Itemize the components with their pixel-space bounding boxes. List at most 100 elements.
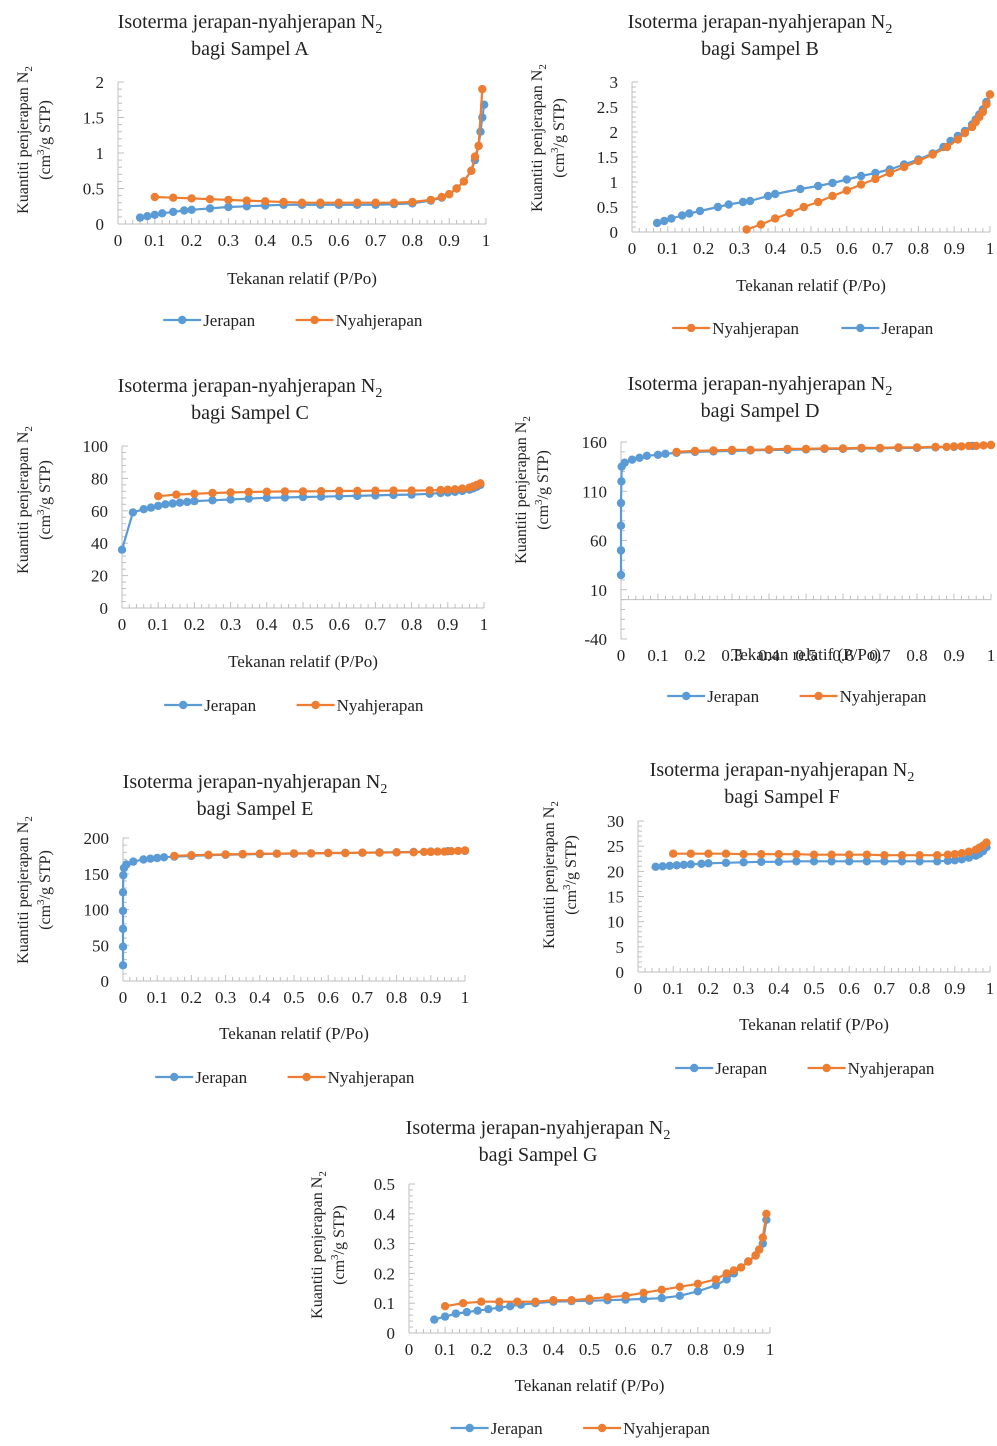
data-point-jerapan xyxy=(190,496,199,506)
data-point-jerapan xyxy=(757,857,766,866)
data-point-nyahjerapan xyxy=(450,485,460,494)
chart-title: Isoterma jerapan-nyahjerapan N2 xyxy=(650,759,915,785)
data-point-nyahjerapan xyxy=(801,444,811,454)
data-point-jerapan xyxy=(943,856,952,865)
data-point-nyahjerapan xyxy=(704,849,713,858)
data-point-nyahjerapan xyxy=(942,442,951,452)
series-nyahjerapan xyxy=(440,1209,771,1311)
data-point-jerapan xyxy=(667,214,676,223)
data-point-nyahjerapan xyxy=(443,485,452,494)
x-tick-label: 0.3 xyxy=(220,615,241,634)
data-point-nyahjerapan xyxy=(957,442,966,451)
x-tick-label: 0.5 xyxy=(291,231,312,250)
series-jerapan xyxy=(430,1215,771,1324)
x-tick-label: 0.3 xyxy=(507,1340,528,1359)
x-tick-label: 0.8 xyxy=(906,646,927,665)
x-tick-label: 0.2 xyxy=(693,239,714,258)
data-point-nyahjerapan xyxy=(316,487,326,496)
data-point-jerapan xyxy=(651,862,660,871)
data-point-nyahjerapan xyxy=(827,850,836,859)
data-point-nyahjerapan xyxy=(426,847,435,857)
data-point-nyahjerapan xyxy=(820,444,829,453)
data-point-nyahjerapan xyxy=(960,128,970,138)
data-point-nyahjerapan xyxy=(150,192,159,202)
x-tick-label: 0.7 xyxy=(872,239,894,258)
data-point-nyahjerapan xyxy=(172,490,181,499)
y-axis-label-line2: (cm3/g STP) xyxy=(533,450,552,530)
data-point-jerapan xyxy=(244,494,253,503)
data-point-nyahjerapan xyxy=(585,1294,594,1303)
legend-marker-jerapan xyxy=(856,323,865,333)
data-point-jerapan xyxy=(695,206,705,216)
x-axis-label: Tekanan relatif (P/Po) xyxy=(227,269,377,288)
data-point-nyahjerapan xyxy=(709,446,718,455)
legend-marker-nyahjerapan xyxy=(822,1063,831,1073)
data-point-jerapan xyxy=(721,858,731,867)
data-point-nyahjerapan xyxy=(950,850,959,859)
data-point-jerapan xyxy=(745,196,755,206)
chart-subtitle: bagi Sampel A xyxy=(191,38,309,60)
y-tick-label: 10 xyxy=(607,913,624,932)
data-point-jerapan xyxy=(616,546,626,555)
y-tick-label: 15 xyxy=(607,888,624,907)
data-point-jerapan xyxy=(686,860,695,869)
y-axis-label: Kuantiti penjerapan N2(cm3/g STP) xyxy=(15,816,54,964)
data-point-jerapan xyxy=(208,496,217,505)
series-nyahjerapan xyxy=(669,838,991,860)
y-axis-label-line2: (cm3/g STP) xyxy=(329,1205,348,1285)
x-tick-label: 0.2 xyxy=(698,979,719,998)
x-tick-label: 0.3 xyxy=(215,988,236,1007)
data-point-jerapan xyxy=(842,175,851,184)
data-point-nyahjerapan xyxy=(426,195,435,205)
legend-label-nyahjerapan: Nyahjerapan xyxy=(848,1059,935,1078)
data-point-nyahjerapan xyxy=(169,193,178,202)
data-point-jerapan xyxy=(226,495,235,504)
legend-label-jerapan: Jerapan xyxy=(491,1419,543,1438)
data-point-jerapan xyxy=(828,178,837,188)
y-tick-label: 1.5 xyxy=(597,148,618,167)
x-tick-label: 0.3 xyxy=(218,231,239,250)
data-point-jerapan xyxy=(146,854,155,863)
legend-label-nyahjerapan: Nyahjerapan xyxy=(840,687,927,706)
legend: Jerapan Nyahjerapan xyxy=(155,1068,415,1087)
legend: Jerapan Nyahjerapan xyxy=(163,311,423,330)
data-point-jerapan xyxy=(704,859,713,868)
data-point-jerapan xyxy=(685,209,694,218)
data-point-nyahjerapan xyxy=(964,441,973,451)
data-point-jerapan xyxy=(280,493,290,502)
data-point-nyahjerapan xyxy=(771,214,780,223)
x-tick-label: 0.9 xyxy=(420,988,441,1007)
data-point-nyahjerapan xyxy=(375,848,384,857)
x-tick-label: 0.3 xyxy=(733,979,754,998)
x-axis-label: Tekanan relatif (P/Po) xyxy=(515,1376,665,1395)
x-axis-label: Tekanan relatif (P/Po) xyxy=(219,1024,369,1043)
data-point-nyahjerapan xyxy=(931,442,940,452)
data-point-nyahjerapan xyxy=(187,851,196,860)
legend-label-jerapan: Jerapan xyxy=(203,311,255,330)
y-tick-label: 0.5 xyxy=(597,198,618,217)
legend-label-jerapan: Jerapan xyxy=(881,319,933,338)
data-point-nyahjerapan xyxy=(226,488,235,497)
data-point-nyahjerapan xyxy=(978,107,987,117)
data-point-jerapan xyxy=(129,857,138,866)
data-point-nyahjerapan xyxy=(845,850,854,859)
x-tick-label: 1 xyxy=(986,239,995,258)
data-point-jerapan xyxy=(862,857,871,866)
y-axis-label-line1: Kuantiti penjerapan N2 xyxy=(15,816,35,964)
y-axis-label-line2: (cm3/g STP) xyxy=(35,850,54,930)
x-tick-label: 0.8 xyxy=(909,979,930,998)
data-point-jerapan xyxy=(118,924,128,933)
x-tick-label: 0 xyxy=(617,646,626,665)
data-point-jerapan xyxy=(262,493,271,502)
data-point-nyahjerapan xyxy=(979,441,988,450)
data-point-nyahjerapan xyxy=(513,1297,522,1306)
data-point-jerapan xyxy=(119,871,128,880)
x-tick-label: 0.2 xyxy=(471,1340,492,1359)
data-point-nyahjerapan xyxy=(262,487,271,496)
data-point-jerapan xyxy=(711,1281,720,1290)
data-point-nyahjerapan xyxy=(458,484,467,493)
x-tick-label: 0.6 xyxy=(328,231,349,250)
data-point-jerapan xyxy=(897,857,907,866)
